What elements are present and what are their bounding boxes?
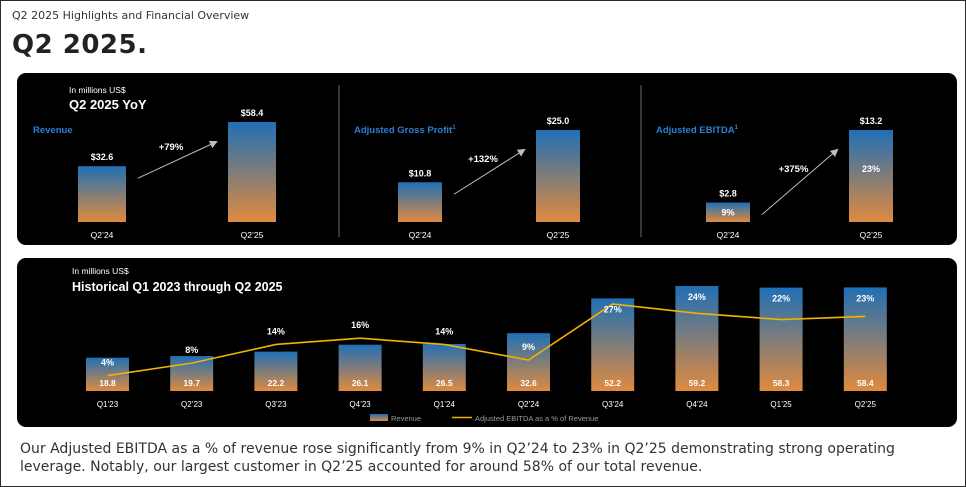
growth-arrow [453,148,526,195]
yoy-bar-inner-label: 9% [721,208,734,218]
growth-arrow [137,140,218,179]
history-x-tick-label: Q3’24 [602,400,624,409]
revenue-bar [338,344,382,391]
legend-revenue-label: Revenue [391,414,421,423]
yoy-bar-value-label: $2.8 [719,188,737,198]
growth-change-label: +375% [779,164,809,175]
yoy-bar-value-label: $32.6 [91,152,114,162]
history-title: Historical Q1 2023 through Q2 2025 [72,280,283,294]
growth-change-label: +79% [159,142,184,153]
revenue-bar-label: 52.2 [604,378,621,388]
history-x-tick-label: Q2’25 [855,400,877,409]
revenue-bar [759,287,803,391]
ebitda-margin-label: 27% [604,304,622,314]
revenue-bar-label: 26.1 [352,378,369,388]
revenue-bar-label: 22.2 [268,378,285,388]
revenue-bar [170,356,214,391]
revenue-bar [422,343,466,391]
yoy-x-tick-label: Q2’24 [91,230,114,240]
history-x-tick-label: Q1’23 [97,400,119,409]
revenue-bar-label: 18.8 [99,378,116,388]
yoy-bar-value-label: $13.2 [860,116,883,126]
yoy-bar [849,130,893,222]
caption-text: Our Adjusted EBITDA as a % of revenue ro… [20,441,895,475]
ebitda-margin-label: 4% [101,358,114,368]
ebitda-margin-label: 24% [688,292,706,302]
yoy-bar-value-label: $25.0 [547,116,570,126]
revenue-bar-label: 58.4 [857,378,874,388]
yoy-bar-value-label: $10.8 [409,168,432,178]
history-units: In millions US$ [72,266,129,276]
yoy-bar-value-label: $58.4 [241,108,264,118]
page-kicker: Q2 2025 Highlights and Financial Overvie… [12,9,250,22]
ebitda-margin-line [107,303,866,377]
yoy-chart-title: Adjusted EBITDA1 [656,125,739,136]
history-x-tick-label: Q4’23 [349,400,371,409]
yoy-bar [398,182,442,222]
ebitda-margin-label: 23% [856,293,874,303]
ebitda-margin-label: 9% [522,342,535,352]
history-x-tick-label: Q1’25 [770,400,792,409]
revenue-bar [843,287,887,391]
yoy-chart-title-superscript: 1 [735,125,739,131]
yoy-units: In millions US$ [69,85,126,95]
revenue-bar-label: 59.2 [689,378,706,388]
page-title: Q2 2025. [12,30,148,60]
growth-arrow [761,148,839,215]
yoy-panel [17,73,957,245]
yoy-title: Q2 2025 YoY [69,97,147,112]
ebitda-margin-label: 8% [185,345,198,355]
yoy-chart-title: Revenue [33,125,73,136]
history-x-tick-label: Q4’24 [686,400,708,409]
yoy-chart-title-superscript: 1 [452,125,456,131]
revenue-bar-label: 58.3 [773,378,790,388]
yoy-x-tick-label: Q2’24 [717,230,740,240]
revenue-bar [507,333,550,391]
legend-revenue-swatch [370,414,388,421]
yoy-x-tick-label: Q2’25 [547,230,570,240]
revenue-bar-label: 26.5 [436,378,453,388]
legend-ebitda-label: Adjusted EBITDA as a % of Revenue [475,414,598,423]
yoy-x-tick-label: Q2’25 [241,230,264,240]
history-x-tick-label: Q2’24 [518,400,540,409]
history-x-tick-label: Q3’23 [265,400,287,409]
history-x-tick-label: Q2’23 [181,400,203,409]
yoy-bar [228,122,276,222]
revenue-bar-label: 32.6 [520,378,537,388]
ebitda-margin-label: 14% [435,326,453,336]
revenue-bar-label: 19.7 [183,378,200,388]
revenue-bar [254,351,298,391]
yoy-bar [706,202,750,222]
yoy-bar [536,130,580,222]
yoy-x-tick-label: Q2’25 [860,230,883,240]
ebitda-margin-label: 22% [772,294,790,304]
growth-change-label: +132% [468,154,498,165]
ebitda-margin-label: 16% [351,320,369,330]
revenue-bar [675,286,719,391]
yoy-bar [78,166,126,222]
yoy-bar-inner-label: 23% [862,164,880,174]
history-x-tick-label: Q1’24 [434,400,456,409]
yoy-chart-title: Adjusted Gross Profit1 [354,125,456,136]
yoy-x-tick-label: Q2’24 [409,230,432,240]
ebitda-margin-label: 14% [267,326,285,336]
revenue-bar [86,357,129,391]
